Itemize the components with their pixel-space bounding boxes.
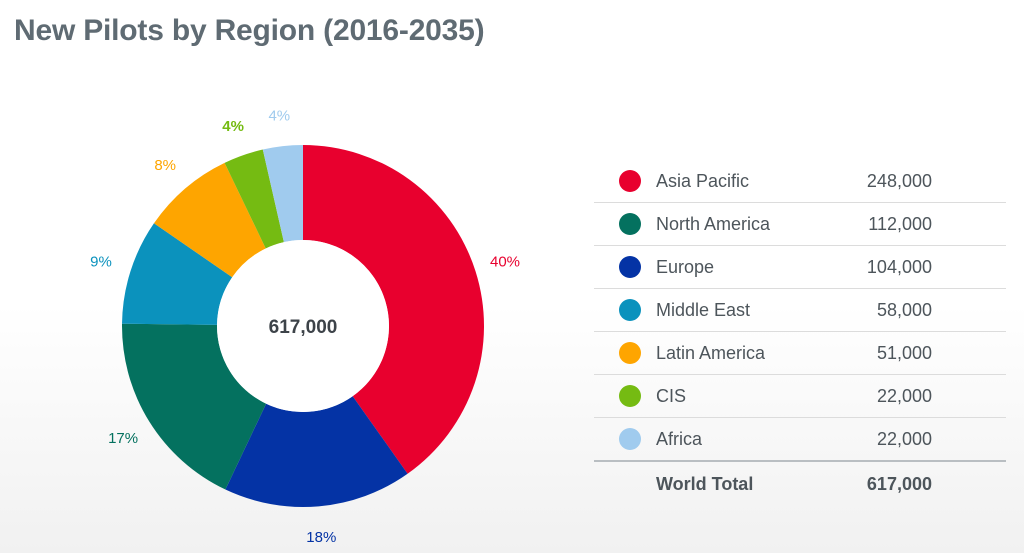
legend-table: Asia Pacific 248,000 North America 112,000 E… <box>594 160 1006 504</box>
legend-row-cis: CIS 22,000 <box>594 375 1006 418</box>
legend-value: 112,000 <box>868 214 932 234</box>
pct-label-cis: 4% <box>222 118 244 135</box>
legend-value: 22,000 <box>876 386 932 406</box>
legend-swatch-cis <box>619 385 641 407</box>
total-label: World Total <box>656 474 754 494</box>
legend-name: Latin America <box>656 343 766 363</box>
legend-swatch-asia-pacific <box>619 170 641 192</box>
slice-asia-pacific <box>303 145 485 474</box>
slice-europe <box>225 396 408 508</box>
center-total-label: 617,000 <box>269 317 338 338</box>
total-value: 617,000 <box>866 474 932 494</box>
pct-label-latin-america: 8% <box>154 157 176 174</box>
legend-row-europe: Europe 104,000 <box>594 246 1006 289</box>
donut-hole <box>217 240 389 412</box>
legend-name: Africa <box>656 429 703 449</box>
legend-name: North America <box>656 214 771 234</box>
pct-label-asia-pacific: 40% <box>490 254 520 271</box>
legend-name: Asia Pacific <box>656 171 750 191</box>
legend-value: 58,000 <box>876 300 932 320</box>
legend-swatch-africa <box>619 428 641 450</box>
legend-row-north-america: North America 112,000 <box>594 203 1006 246</box>
slice-north-america <box>122 323 267 490</box>
legend-row-middle-east: Middle East 58,000 <box>594 289 1006 332</box>
legend-name: Europe <box>656 257 715 277</box>
legend-value: 248,000 <box>866 171 932 191</box>
pct-label-europe: 18% <box>306 529 336 546</box>
legend-name: Middle East <box>656 300 751 320</box>
legend-row-asia-pacific: Asia Pacific 248,000 <box>594 160 1006 203</box>
pct-label-middle-east: 9% <box>90 254 112 271</box>
legend-swatch-europe <box>619 256 641 278</box>
legend-row-africa: Africa 22,000 <box>594 418 1006 462</box>
legend-swatch-latin-america <box>619 342 641 364</box>
legend-total-row: World Total 617,000 <box>594 462 1006 504</box>
legend-value: 51,000 <box>876 343 932 363</box>
slice-middle-east <box>122 223 233 325</box>
legend-swatch-middle-east <box>619 299 641 321</box>
slice-cis <box>224 149 284 249</box>
slice-latin-america <box>153 162 266 278</box>
pct-label-africa: 4% <box>268 107 290 124</box>
legend-swatch-north-america <box>619 213 641 235</box>
legend-value: 22,000 <box>876 429 932 449</box>
legend-value: 104,000 <box>866 257 932 277</box>
slice-africa <box>262 145 303 243</box>
legend-row-latin-america: Latin America 51,000 <box>594 332 1006 375</box>
chart-title: New Pilots by Region (2016-2035) <box>14 14 485 47</box>
legend-name: CIS <box>656 386 687 406</box>
pct-label-north-america: 17% <box>108 430 138 447</box>
